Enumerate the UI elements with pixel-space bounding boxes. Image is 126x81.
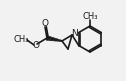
Text: O: O: [41, 18, 49, 28]
Text: N: N: [71, 29, 77, 38]
Text: CH₃: CH₃: [82, 12, 98, 21]
Text: O: O: [33, 40, 39, 49]
Text: CH₃: CH₃: [13, 35, 29, 44]
